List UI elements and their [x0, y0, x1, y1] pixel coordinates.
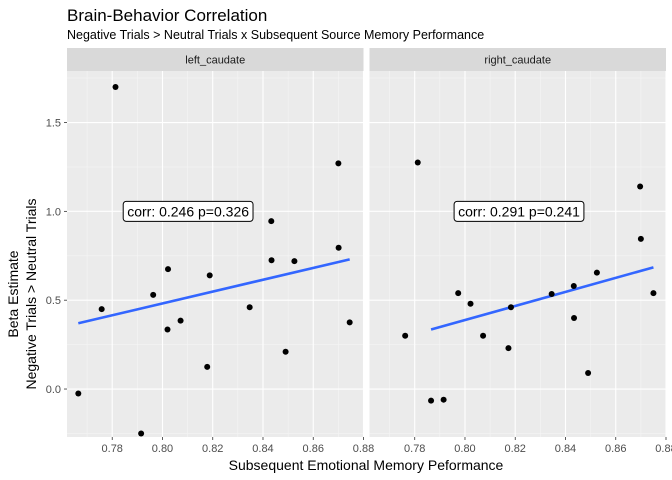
data-point	[428, 397, 435, 404]
x-tick-label: 0.82	[202, 443, 223, 455]
plot-area-left-caudate	[67, 71, 364, 437]
x-tick-label: 0.86	[303, 443, 324, 455]
data-point	[346, 319, 353, 326]
data-point	[507, 304, 514, 311]
data-point	[505, 345, 512, 352]
data-point	[177, 317, 184, 324]
panel-left-caudate: left_caudate 0.78 0.80 0.82 0.84 0.86 0.88 corr…	[67, 48, 374, 455]
data-point	[467, 300, 474, 307]
strip-label-left-caudate: left_caudate	[185, 55, 245, 67]
marks-right-caudate	[402, 159, 657, 404]
data-point	[593, 269, 600, 276]
plot-area-right-caudate	[369, 71, 666, 437]
chart-subtitle: Negative Trials > Neutral Trials x Subse…	[67, 28, 484, 42]
data-point	[650, 290, 657, 297]
data-point	[335, 160, 342, 167]
data-point	[98, 306, 105, 313]
data-point	[570, 282, 577, 289]
correlation-label-left-caudate: corr: 0.246 p=0.326	[122, 200, 254, 222]
data-point	[165, 266, 172, 273]
data-point	[268, 257, 275, 264]
data-point	[112, 83, 119, 90]
data-point	[75, 390, 82, 397]
data-point	[246, 304, 253, 311]
correlation-label-right-caudate: corr: 0.291 p=0.241	[453, 200, 585, 222]
y-axis-title-line1: Beta Estimate	[5, 250, 21, 337]
data-point	[480, 332, 487, 339]
y-axis-title-line2: Negative Trials > Neutral Trials	[23, 198, 39, 389]
gridlines-left-caudate	[67, 71, 364, 437]
strip-left-caudate	[67, 48, 364, 71]
y-tick-label: 1.5	[46, 118, 61, 130]
data-point	[585, 370, 592, 377]
data-point	[291, 258, 298, 265]
data-point	[268, 218, 275, 225]
x-tick-label: 0.80	[152, 443, 173, 455]
x-tick-label: 0.80	[454, 443, 475, 455]
x-tick-label: 0.82	[505, 443, 526, 455]
marks-left-caudate	[75, 83, 353, 437]
y-tick-label: 1.0	[46, 206, 61, 218]
x-tick-label: 0.78	[404, 443, 425, 455]
data-point	[637, 235, 644, 242]
data-point	[548, 290, 555, 297]
panel-right-caudate: right_caudate 0.78 0.80 0.82 0.84 0.86 0.88 cor…	[369, 48, 672, 455]
x-tick-label: 0.78	[102, 443, 123, 455]
data-point	[440, 396, 447, 403]
data-point	[571, 314, 578, 321]
x-tick-label: 0.86	[605, 443, 626, 455]
y-tick-label: 0.5	[46, 295, 61, 307]
x-axis-title: Subsequent Emotional Memory Peformance	[229, 457, 504, 473]
data-point	[150, 291, 157, 298]
chart-title: Brain-Behavior Correlation	[67, 6, 267, 25]
data-point	[402, 332, 409, 339]
data-point	[282, 348, 289, 355]
correlation-text: corr: 0.291 p=0.241	[458, 203, 580, 219]
strip-label-right-caudate: right_caudate	[484, 55, 551, 67]
data-point	[455, 290, 462, 297]
fit-line-left-caudate	[78, 258, 350, 325]
facet-panels: left_caudate 0.78 0.80 0.82 0.84 0.86 0.88 corr…	[67, 48, 672, 455]
data-point	[335, 244, 342, 251]
x-tick-label: 0.84	[555, 443, 576, 455]
x-tick-label: 0.88	[655, 443, 672, 455]
data-point	[637, 183, 644, 190]
data-point	[138, 430, 145, 437]
y-axis: 0.0 0.5 1.0 1.5	[46, 118, 67, 396]
data-point	[204, 363, 211, 370]
x-tick-label: 0.88	[353, 443, 374, 455]
y-tick-label: 0.0	[46, 384, 61, 396]
gridlines-right-caudate	[369, 71, 666, 437]
correlation-text: corr: 0.246 p=0.326	[127, 203, 249, 219]
strip-right-caudate	[369, 48, 666, 71]
fit-line-right-caudate	[430, 266, 654, 331]
x-tick-label: 0.84	[252, 443, 273, 455]
data-point	[206, 272, 213, 279]
data-point	[164, 326, 171, 333]
data-point	[414, 159, 421, 166]
